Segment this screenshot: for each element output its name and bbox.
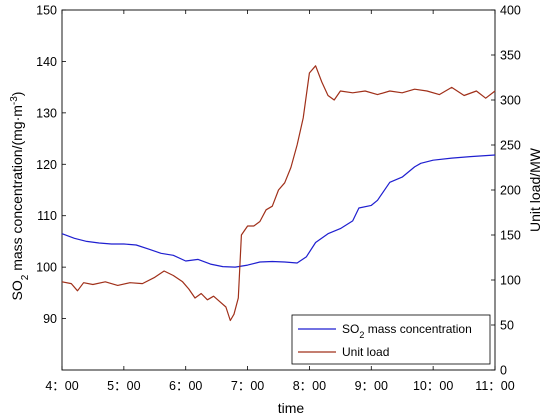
y-left-tick-label: 140 [36,55,57,69]
legend-box [291,314,491,365]
x-tick-label: 6：00 [169,379,202,393]
x-ticks: 4：00 5：00 6：00 7：00 8：00 9：00 10：00 11：00 [45,10,515,393]
series-layer [61,65,496,322]
y-right-tick-label: 400 [500,4,521,18]
legend: SO2 mass concentration Unit load [291,314,491,365]
svg-text:SO2 mass concentration/(mg·m-3: SO2 mass concentration/(mg·m-3) [9,92,31,301]
y-right-tick-label: 350 [500,49,521,63]
x-tick-label: 10：00 [413,379,453,393]
y-right-axis-title: Unit load/MW [527,147,543,232]
series-line-unit-load [61,65,496,322]
y-left-tick-label: 150 [36,4,57,18]
x-tick-label: 11：00 [475,379,514,393]
y-left-tick-label: 90 [43,312,57,326]
y-left-tick-label: 120 [36,158,57,172]
y-left-tick-label: 110 [37,209,57,223]
y-right-tick-label: 250 [500,139,521,153]
y-left-axis-title: SO2 mass concentration/(mg·m-3) [9,92,31,301]
y-left-ticks: 90 100 110 120 130 140 150 [36,4,66,326]
y-right-tick-label: 300 [500,94,521,108]
legend-label-so2: SO2 mass concentration [342,322,472,340]
x-tick-label: 5：00 [107,379,140,393]
x-axis-title: time [278,400,305,416]
y-right-ticks: 0 50 100 150 200 250 300 350 400 [491,4,521,378]
y-left-tick-label: 130 [36,106,57,120]
x-tick-label: 4：00 [45,379,78,393]
y-left-tick-label: 100 [36,261,57,275]
x-tick-label: 8：00 [293,379,326,393]
y-right-tick-label: 50 [500,319,514,333]
x-tick-label: 9：00 [355,379,388,393]
legend-label-load: Unit load [342,345,389,359]
series-line-so2 [61,154,496,268]
svg-text:Unit load/MW: Unit load/MW [527,147,543,232]
y-right-tick-label: 200 [500,184,521,198]
y-right-tick-label: 150 [500,229,521,243]
y-right-tick-label: 0 [500,364,507,378]
y-right-tick-label: 100 [500,274,521,288]
x-tick-label: 7：00 [231,379,264,393]
